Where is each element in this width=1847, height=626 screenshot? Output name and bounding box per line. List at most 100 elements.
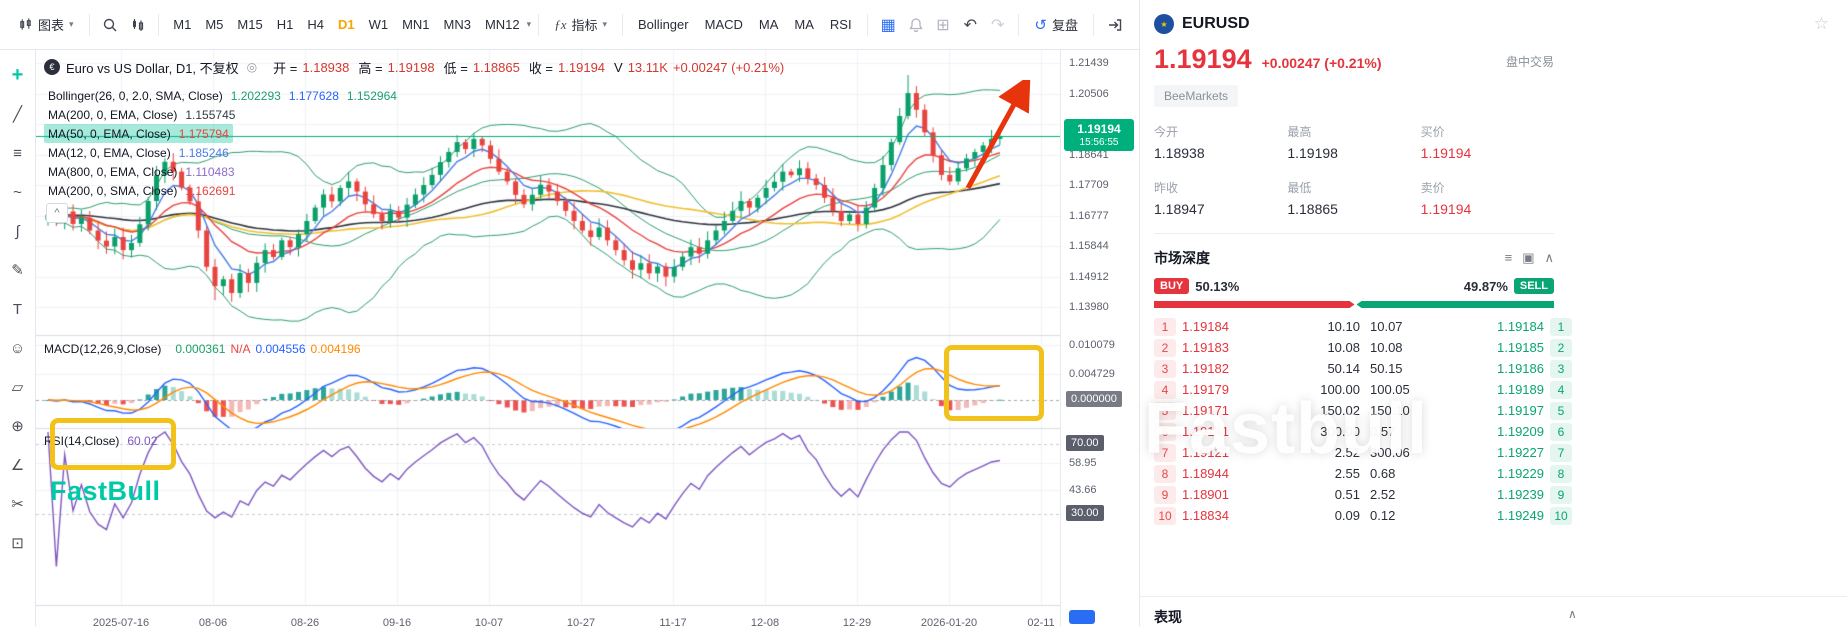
legend-row[interactable]: MA(800, 0, EMA, Close) 1.110483 <box>44 162 239 181</box>
shapes-tool-icon[interactable]: ▱ <box>11 379 24 396</box>
favorite-star-icon[interactable]: ☆ <box>1813 14 1829 33</box>
depth-buy-price: 1.19121 <box>1182 445 1229 460</box>
replay-button[interactable]: ↺ 复盘 <box>1026 9 1086 40</box>
depth-row[interactable]: 4 1.19179 100.00 100.05 1.19189 4 <box>1154 379 1572 400</box>
legend-row[interactable]: Bollinger(26, 0, 2.0, SMA, Close) 1.20229… <box>44 86 401 105</box>
quote-header: ★ EURUSD <box>1154 0 1554 34</box>
indicator-shortcut-rsi-4[interactable]: RSI <box>829 17 852 32</box>
price-axis[interactable]: 1.19194 15:56:55 1.214391.205061.195741.… <box>1060 50 1139 626</box>
depth-buy-volume: 300.00 <box>1320 424 1360 439</box>
axis-settings-button[interactable] <box>1069 610 1095 624</box>
redo-icon[interactable]: ↷ <box>990 16 1005 34</box>
macd-legend[interactable]: MACD(12,26,9,Close) 0.000361 N/A 0.004556 0… <box>44 342 361 356</box>
depth-sell-volume: 0.12 <box>1370 508 1396 523</box>
indicators-button[interactable]: ƒx 指标 ▾ <box>546 9 615 40</box>
macd-value: 0.000361 <box>175 342 226 356</box>
timeframe-m1[interactable]: M1 <box>173 17 192 32</box>
depth-sell-price: 1.19184 <box>1497 319 1544 334</box>
fib-retracement-tool-icon[interactable]: ≡ <box>13 144 22 162</box>
macd-highlight-annotation[interactable] <box>944 345 1044 421</box>
symbol-legend-row[interactable]: € Euro vs US Dollar, D1, 不复权 ◎ 开 = 1.1893… <box>44 56 784 78</box>
rsi-highlight-annotation[interactable] <box>50 418 176 470</box>
eye-icon[interactable]: ◎ <box>246 60 258 74</box>
depth-list-icon[interactable]: ≡ <box>1504 250 1513 265</box>
buy-sell-ratio-row: BUY 50.13% 49.87% SELL <box>1154 278 1554 294</box>
timeframe-mn1[interactable]: MN1 <box>402 17 430 32</box>
stat-label: 卖价 <box>1420 181 1445 195</box>
ohlc-label: 高 = <box>358 60 383 76</box>
depth-collapse-icon[interactable]: ∧ <box>1544 250 1554 265</box>
depth-row[interactable]: 1 1.19184 10.10 10.07 1.19184 1 <box>1154 316 1572 337</box>
chart-icon <box>20 18 31 30</box>
brush-tool-icon[interactable]: ✎ <box>11 262 24 279</box>
performance-section[interactable]: 表现 ∧ <box>1140 596 1847 626</box>
price-chart-canvas[interactable] <box>36 50 1060 626</box>
depth-row[interactable]: 5 1.19171 150.02 150.10 1.19197 5 <box>1154 400 1572 421</box>
indicator-shortcut-bollinger-0[interactable]: Bollinger <box>638 17 689 32</box>
alert-bell-icon[interactable] <box>902 11 929 39</box>
indicator-shortcut-ma-2[interactable]: MA <box>758 17 779 32</box>
chart-menu-button[interactable]: 图表 ▾ <box>10 9 82 40</box>
depth-row[interactable]: 6 1.19141 300.00 0.57 1.19209 6 <box>1154 421 1572 442</box>
compare-candles-icon[interactable] <box>124 11 151 39</box>
legend-row[interactable]: MA(12, 0, EMA, Close) 1.185246 <box>44 143 233 162</box>
depth-level-left: 2 <box>1154 338 1176 357</box>
legend-row[interactable]: MA(200, 0, EMA, Close) 1.155745 <box>44 105 239 124</box>
depth-sell-price: 1.19249 <box>1497 508 1544 523</box>
emoji-tool-icon[interactable]: ☺ <box>9 339 26 357</box>
timeframe-w1[interactable]: W1 <box>368 17 389 32</box>
timeframe-mn3[interactable]: MN3 <box>443 17 471 32</box>
performance-title: 表现 <box>1154 609 1182 625</box>
search-icon[interactable] <box>97 11 124 39</box>
depth-level-right: 5 <box>1550 401 1572 420</box>
depth-sell-volume: 300.06 <box>1370 445 1410 460</box>
legend-row[interactable]: MA(200, 0, SMA, Close) 1.162691 <box>44 181 239 200</box>
undo-icon[interactable]: ↶ <box>963 16 978 34</box>
current-price-time: 15:56:55 <box>1079 137 1119 149</box>
depth-row[interactable]: 2 1.19183 10.08 10.08 1.19185 2 <box>1154 337 1572 358</box>
timeframe-m15[interactable]: M15 <box>237 17 263 32</box>
ohlc-change: +0.00247 (+0.21%) <box>672 59 785 75</box>
indicator-shortcut-ma-3[interactable]: MA <box>794 17 814 32</box>
indicator-name: MA(50, 0, EMA, Close) <box>48 126 171 141</box>
depth-buy-volume: 150.02 <box>1320 403 1360 418</box>
depth-buy-volume: 100.00 <box>1320 382 1360 397</box>
depth-row[interactable]: 7 1.19121 2.52 300.06 1.19227 7 <box>1154 442 1572 463</box>
timeframes-chevron-down-icon[interactable]: ▾ <box>526 19 532 29</box>
legend-row[interactable]: MA(50, 0, EMA, Close) 1.175794 <box>44 124 233 143</box>
depth-sell-volume: 100.05 <box>1370 382 1410 397</box>
indicator-shortcut-macd-1[interactable]: MACD <box>704 17 743 32</box>
depth-row[interactable]: 9 1.18901 0.51 2.52 1.19239 9 <box>1154 484 1572 505</box>
depth-panel-icon[interactable]: ▣ <box>1522 250 1535 265</box>
depth-row[interactable]: 8 1.18944 2.55 0.68 1.19229 8 <box>1154 463 1572 484</box>
timeframe-h4[interactable]: H4 <box>307 17 324 32</box>
time-axis[interactable]: 2025-07-16 08-06 08-26 09-16 10-07 10-27 11-17… <box>36 617 1060 626</box>
trend-arrow-annotation[interactable] <box>951 80 1041 200</box>
measure-tool-icon[interactable]: ∠ <box>10 457 25 474</box>
depth-level-left: 3 <box>1154 359 1176 378</box>
quote-price: 1.19194 <box>1154 44 1252 74</box>
trend-line-tool-icon[interactable]: ╱ <box>12 106 23 123</box>
exit-panel-icon[interactable] <box>1101 11 1129 39</box>
depth-buy-volume: 50.14 <box>1327 361 1360 376</box>
depth-row[interactable]: 3 1.19182 50.14 50.15 1.19186 3 <box>1154 358 1572 379</box>
timeframe-mn12[interactable]: MN12 <box>484 17 520 32</box>
depth-buy-price: 1.18944 <box>1182 466 1229 481</box>
lock-tool-icon[interactable]: ⊡ <box>11 535 24 552</box>
pane-collapse-button[interactable]: ^ <box>46 203 68 223</box>
text-tool-icon[interactable]: T <box>12 300 23 318</box>
timeframe-m5[interactable]: M5 <box>205 17 224 32</box>
timeframe-h1[interactable]: H1 <box>276 17 294 32</box>
rsi-legend[interactable]: RSI(14,Close) 60.02 <box>44 434 157 448</box>
timeframe-d1[interactable]: D1 <box>337 17 355 32</box>
layout-grid-icon[interactable]: ▦ <box>880 16 896 34</box>
zoom-in-tool-icon[interactable]: ⊕ <box>11 418 24 435</box>
wave-tool-icon[interactable]: ~ <box>13 183 22 201</box>
add-tool-icon[interactable]: + <box>11 63 24 86</box>
indicator-value: 1.152964 <box>346 88 397 103</box>
curve-tool-icon[interactable]: ∫ <box>15 222 20 240</box>
depth-header: 市场深度 ≡ ▣ ∧ <box>1154 248 1554 268</box>
depth-row[interactable]: 10 1.18834 0.09 0.12 1.19249 10 <box>1154 505 1572 526</box>
market-calendar-icon[interactable]: ⊞ <box>936 16 950 34</box>
eraser-tool-icon[interactable]: ✂ <box>11 496 24 513</box>
